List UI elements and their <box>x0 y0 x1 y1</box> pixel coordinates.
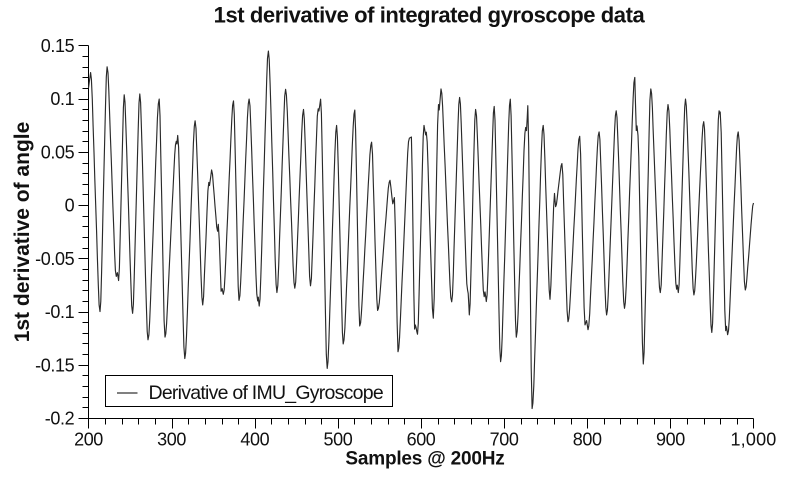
svg-text:0.1: 0.1 <box>50 89 74 109</box>
svg-text:900: 900 <box>656 430 685 450</box>
svg-text:Samples @ 200Hz: Samples @ 200Hz <box>345 449 504 470</box>
svg-text:-0.05: -0.05 <box>35 249 74 269</box>
svg-text:500: 500 <box>323 430 352 450</box>
svg-text:0: 0 <box>65 196 75 216</box>
svg-text:400: 400 <box>240 430 269 450</box>
svg-text:-0.1: -0.1 <box>45 302 75 322</box>
svg-text:800: 800 <box>573 430 602 450</box>
svg-text:0.05: 0.05 <box>41 142 75 162</box>
svg-text:600: 600 <box>407 430 436 450</box>
svg-text:-0.15: -0.15 <box>35 355 74 375</box>
svg-text:1,000: 1,000 <box>730 430 776 450</box>
svg-text:Derivative of IMU_Gyroscope: Derivative of IMU_Gyroscope <box>149 382 383 404</box>
svg-text:700: 700 <box>490 430 519 450</box>
svg-text:1st derivative of angle: 1st derivative of angle <box>11 122 34 343</box>
svg-text:-0.2: -0.2 <box>45 409 75 429</box>
svg-text:1st derivative of integrated g: 1st derivative of integrated gyroscope d… <box>214 3 646 28</box>
svg-text:200: 200 <box>74 430 103 450</box>
svg-text:0.15: 0.15 <box>41 36 75 56</box>
svg-text:300: 300 <box>157 430 186 450</box>
